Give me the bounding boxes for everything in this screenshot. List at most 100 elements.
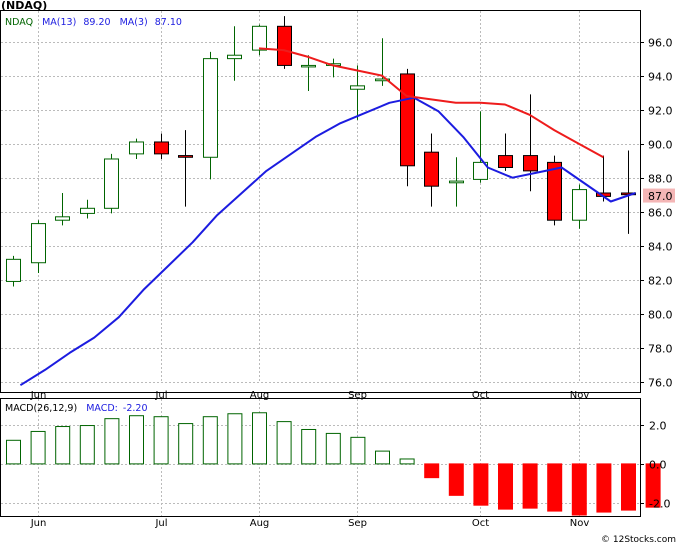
legend-ticker: NDAQ (5, 17, 33, 28)
macd-bar (301, 428, 317, 465)
macd-bar (424, 463, 440, 479)
macd-bar (55, 426, 71, 465)
last-price-label: 87.0 (648, 190, 673, 203)
macd-bar (129, 415, 144, 465)
macd-bar (178, 423, 194, 465)
macd-bar (473, 463, 489, 506)
macd-x-tick-label: Nov (570, 518, 590, 529)
candle-body (449, 180, 464, 184)
legend-ma13-value: 89.20 (83, 17, 110, 28)
macd-legend-title: MACD(26,12,9) (5, 403, 77, 414)
macd-bar (448, 463, 464, 496)
macd-x-tick-label: Sep (348, 518, 367, 529)
macd-bar (325, 432, 341, 465)
price-gridlines (1, 11, 640, 383)
candle-body (104, 158, 119, 209)
macd-panel (0, 398, 641, 517)
price-x-tick-label: Aug (250, 390, 270, 401)
macd-y-tick-label: 0.0 (649, 459, 667, 472)
price-y-tick-label: 88.0 (648, 173, 673, 186)
macd-bar (30, 430, 46, 465)
macd-bar (227, 413, 243, 465)
price-x-tick-label: Nov (570, 390, 590, 401)
candle-body (31, 223, 46, 264)
macd-histogram (6, 412, 661, 516)
candle-body (154, 141, 169, 155)
candle-body (350, 85, 365, 90)
macd-bar (621, 463, 636, 511)
macd-y-tick-label: 2.0 (649, 420, 667, 433)
macd-bar (79, 425, 95, 465)
candle-body (129, 141, 144, 155)
price-y-tick-label: 84.0 (648, 241, 673, 254)
price-y-tick-label: 80.0 (648, 309, 673, 322)
macd-bar (571, 463, 587, 516)
macd-bar (153, 416, 169, 465)
candlesticks (6, 16, 636, 287)
macd-bar (375, 450, 390, 465)
price-x-tick-label: Oct (472, 390, 489, 401)
price-y-tick-label: 86.0 (648, 207, 673, 220)
candle-body (277, 25, 292, 66)
macd-x-tick-label: Jun (30, 518, 47, 529)
candle-body (301, 64, 316, 68)
watermark: © 12Stocks.com (601, 535, 676, 545)
candle-body (227, 54, 242, 60)
macd-bar (547, 463, 563, 512)
candle-body (80, 207, 95, 214)
macd-bar (276, 421, 292, 465)
last-price-tag: 87.0 (643, 188, 675, 203)
macd-bar (202, 416, 218, 465)
legend-ma3-label: MA(3) (120, 17, 148, 28)
legend-ma3-value: 87.10 (155, 17, 182, 28)
macd-x-axis: Jun Jul Aug Sep Oct Nov (30, 518, 590, 529)
candle-body (400, 73, 415, 167)
macd-bar (6, 439, 21, 465)
candle-body (203, 58, 218, 158)
candle-body (498, 155, 513, 168)
macd-legend-value: -2.20 (123, 403, 148, 414)
candle-body (473, 161, 488, 180)
macd-bar (522, 463, 538, 509)
macd-y-axis: -2.0 0.0 2.0 (640, 420, 670, 511)
price-y-tick-label: 96.0 (648, 37, 673, 50)
candle-body (252, 25, 267, 51)
macd-bar (645, 463, 661, 508)
macd-x-tick-label: Oct (472, 518, 489, 529)
macd-x-tick-label: Jul (154, 518, 167, 529)
price-legend: NDAQ MA(13) 89.20 MA(3) 87.10 (5, 17, 182, 28)
candle-body (424, 151, 439, 187)
price-x-axis: Jun Jul Aug Sep Oct Nov (30, 390, 590, 401)
price-y-tick-label: 76.0 (648, 377, 673, 390)
macd-legend: MACD(26,12,9) MACD: -2.20 (5, 403, 148, 414)
candle-body (178, 155, 193, 158)
ma3-line (19, 96, 636, 387)
candle-body (523, 155, 538, 172)
ma13-line (258, 47, 604, 159)
price-x-tick-label: Jul (154, 390, 167, 401)
macd-legend-label: MACD: (86, 403, 118, 414)
macd-bar (104, 418, 120, 465)
macd-bar (252, 412, 267, 465)
macd-x-tick-label: Aug (250, 518, 270, 529)
last-price-bg (643, 188, 675, 203)
candle-body (547, 161, 562, 221)
macd-y-tick-label: -2.0 (649, 498, 670, 511)
macd-bar (498, 463, 513, 510)
candle-body (572, 189, 587, 221)
price-x-tick-label: Sep (348, 390, 367, 401)
legend-ma13-label: MA(13) (42, 17, 76, 28)
macd-bar (399, 458, 415, 465)
candle-body (55, 216, 70, 221)
candle-body (375, 78, 390, 82)
price-y-tick-label: 78.0 (648, 343, 673, 356)
price-x-tick-label: Jun (30, 390, 47, 401)
macd-bar (350, 436, 366, 465)
candle-body (6, 258, 21, 282)
price-y-tick-label: 82.0 (648, 275, 673, 288)
price-y-tick-label: 94.0 (648, 71, 673, 84)
price-y-tick-label: 92.0 (648, 105, 673, 118)
chart-symbol-title: (NDAQ) (1, 0, 47, 12)
price-y-axis: 76.0 78.0 80.0 82.0 84.0 86.0 88.0 90.0 92.0 94.0… (640, 37, 673, 390)
